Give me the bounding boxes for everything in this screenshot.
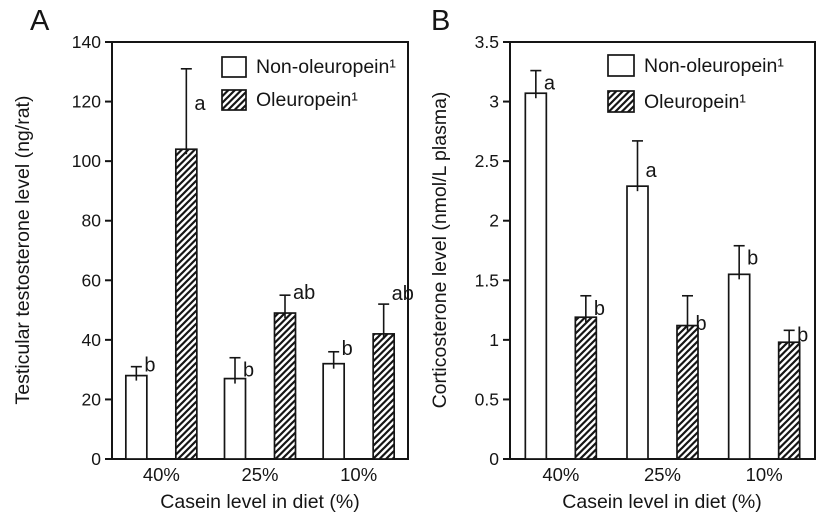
y-tick-label: 1 [489, 330, 499, 350]
chart-plot-a: 0 20 40 60 80 100 120 140 b a 40% b ab 25% b ab 10% Non-o… [72, 32, 414, 485]
y-tick-label: 40 [82, 330, 102, 350]
significance-label: b [797, 324, 808, 346]
significance-label: b [594, 298, 605, 320]
chart-canvas-a: Testicular testosterone level (ng/rat) C… [12, 32, 414, 513]
panel-b-letter: B [431, 5, 451, 37]
y-tick-label: 60 [82, 270, 102, 290]
bar-oleuropein-40% [174, 148, 198, 460]
x-category-label: 10% [340, 464, 377, 485]
y-tick-label: 3 [489, 92, 499, 112]
y-tick-label: 2 [489, 211, 499, 231]
significance-label: ab [293, 282, 315, 304]
x-category-label: 40% [542, 464, 579, 485]
bar-non-oleuropein-10% [727, 273, 751, 460]
significance-label: b [696, 313, 707, 335]
legend-swatch-oleuropein [607, 90, 635, 113]
y-axis-label-a: Testicular testosterone level (ng/rat) [12, 96, 34, 405]
bar-non-oleuropein-40% [124, 374, 148, 460]
significance-label: a [194, 93, 206, 115]
legend-label: Oleuropein¹ [256, 89, 358, 111]
x-category-label: 40% [143, 464, 180, 485]
bar-non-oleuropein-25% [626, 185, 649, 460]
y-tick-label: 0 [91, 449, 101, 469]
significance-label: ab [392, 283, 414, 305]
significance-label: a [544, 73, 556, 95]
bar-oleuropein-40% [574, 316, 598, 460]
x-category-label: 25% [644, 464, 681, 485]
panel-b: B Corticosterone level (nmol/L plasma) C… [415, 0, 833, 521]
bar-non-oleuropein-25% [223, 377, 247, 460]
y-tick-label: 2.5 [475, 151, 499, 171]
legend-swatch-oleuropein [221, 89, 247, 111]
x-axis-label-b: Casein level in diet (%) [562, 491, 761, 513]
y-tick-label: 3.5 [475, 32, 499, 52]
bar-oleuropein-10% [372, 333, 396, 460]
legend-label: Non-oleuropein¹ [256, 56, 396, 78]
legend: Non-oleuropein¹ Oleuropein¹ [607, 54, 784, 113]
y-tick-label: 100 [72, 151, 101, 171]
panel-a: A Testicular testosterone level (ng/rat)… [0, 0, 415, 521]
plot-box [509, 41, 816, 460]
significance-label: b [243, 360, 254, 382]
significance-label: b [747, 248, 758, 270]
significance-label: a [646, 160, 658, 182]
legend: Non-oleuropein¹ Oleuropein¹ [221, 56, 396, 111]
chart-canvas-b: Corticosterone level (nmol/L plasma) Cas… [429, 32, 816, 513]
x-axis-label-a: Casein level in diet (%) [160, 491, 359, 513]
plot-box [111, 41, 409, 460]
bar-non-oleuropein-40% [524, 92, 548, 460]
legend-swatch-non-oleuropein [607, 54, 635, 77]
y-tick-label: 1.5 [475, 270, 499, 290]
x-category-label: 10% [746, 464, 783, 485]
legend-label: Oleuropein¹ [644, 91, 746, 113]
y-tick-label: 20 [82, 389, 102, 409]
y-tick-label: 0 [489, 449, 499, 469]
significance-label: b [342, 338, 353, 360]
y-tick-label: 140 [72, 32, 101, 52]
bar-oleuropein-25% [273, 312, 297, 460]
bar-oleuropein-10% [777, 341, 801, 460]
panel-a-letter: A [30, 5, 50, 37]
chart-plot-b: 0 0.5 1 1.5 2 2.5 3 3.5 a b 40% a b 25% b b 10% Non-oleur… [475, 32, 816, 485]
y-tick-label: 120 [72, 92, 101, 112]
bar-non-oleuropein-10% [322, 362, 346, 460]
y-axis-label-b: Corticosterone level (nmol/L plasma) [429, 92, 451, 409]
y-tick-label: 80 [82, 211, 102, 231]
significance-label: b [144, 355, 155, 377]
legend-swatch-non-oleuropein [221, 56, 247, 78]
x-category-label: 25% [241, 464, 278, 485]
legend-label: Non-oleuropein¹ [644, 55, 784, 77]
y-tick-label: 0.5 [475, 389, 499, 409]
bar-oleuropein-25% [676, 324, 699, 460]
